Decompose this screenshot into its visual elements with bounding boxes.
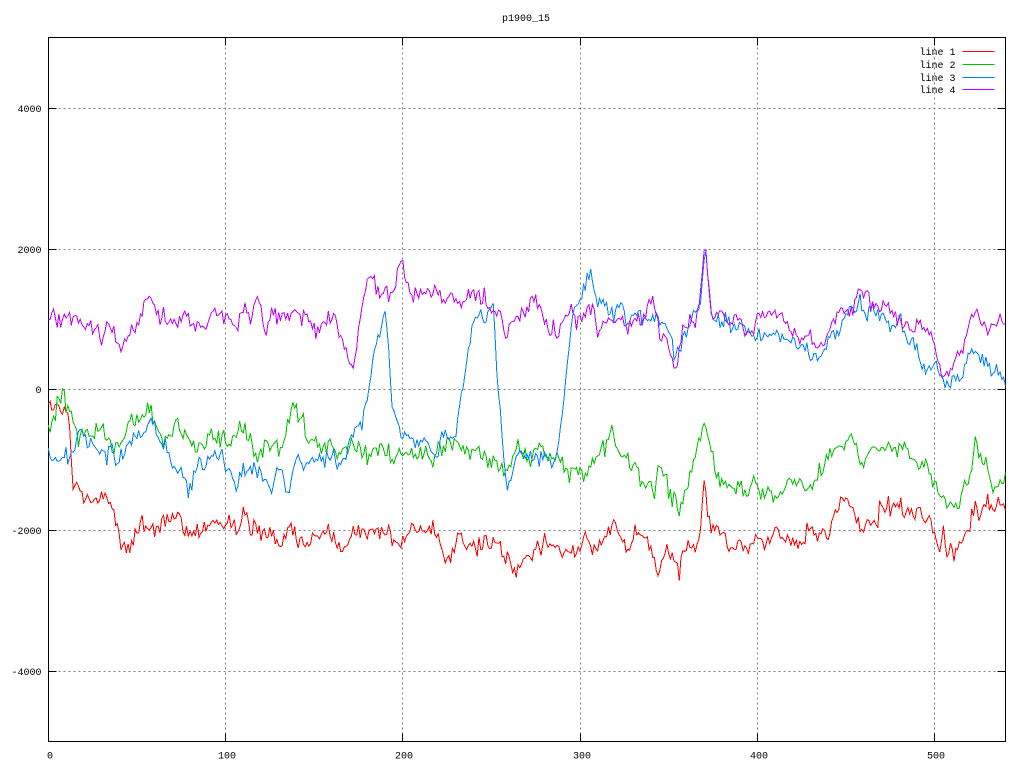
svg-text:400: 400	[750, 752, 768, 763]
svg-text:line 2: line 2	[919, 60, 955, 72]
svg-text:p1900_15: p1900_15	[502, 14, 550, 25]
svg-text:0: 0	[35, 386, 41, 397]
svg-text:0: 0	[47, 752, 53, 763]
svg-text:300: 300	[573, 752, 591, 763]
svg-text:-4000: -4000	[11, 668, 41, 679]
svg-text:line 3: line 3	[919, 73, 955, 85]
svg-text:500: 500	[927, 752, 945, 763]
svg-text:2000: 2000	[17, 246, 41, 257]
svg-text:-2000: -2000	[11, 527, 41, 538]
svg-text:line 4: line 4	[919, 85, 955, 97]
svg-text:4000: 4000	[17, 105, 41, 116]
svg-text:100: 100	[218, 752, 236, 763]
svg-text:line 1: line 1	[919, 47, 955, 59]
svg-text:200: 200	[395, 752, 413, 763]
